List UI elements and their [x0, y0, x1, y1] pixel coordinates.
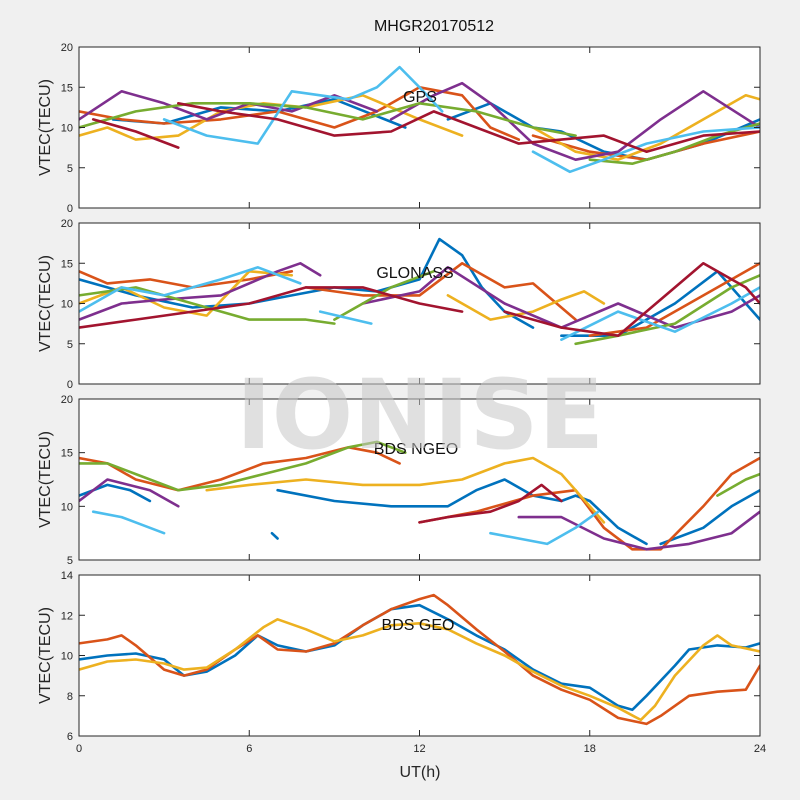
series-line-3: [79, 269, 294, 289]
series-line-2: [276, 478, 648, 546]
series-line-14: [318, 310, 373, 325]
series-line-7: [446, 290, 606, 321]
series-line-13: [91, 118, 180, 149]
x-tick-label: 12: [413, 743, 425, 755]
x-tick-label: 0: [76, 743, 82, 755]
series-line-9: [517, 510, 760, 551]
y-tick-label: 14: [61, 570, 73, 582]
series-line-16: [79, 286, 464, 329]
series-line-11: [162, 65, 444, 145]
series-line-9: [79, 102, 577, 137]
y-tick-label: 20: [61, 394, 73, 406]
series-line-4: [304, 261, 577, 321]
series-line-17: [503, 261, 760, 338]
y-axis-label: VTEC(TECU): [37, 255, 54, 352]
series-line-13: [489, 510, 600, 546]
figure-title: MHGR20170512: [374, 18, 494, 35]
series-line-10: [588, 122, 760, 165]
series-line-14: [418, 483, 563, 524]
axes-panel-1: 0 5 10 15 20 VTEC(TECU) GPS: [37, 42, 761, 215]
series-group: [79, 65, 760, 174]
x-tick-label: 18: [584, 743, 596, 755]
x-tick-label: 24: [754, 743, 766, 755]
series-annotation: BDS NGEO: [374, 441, 458, 458]
x-tick-label: 6: [246, 743, 252, 755]
series-line-15: [560, 286, 760, 342]
watermark: IONISE: [236, 359, 604, 471]
y-tick-label: 20: [61, 42, 73, 54]
y-tick-label: 5: [67, 163, 73, 175]
plot-area: [79, 575, 760, 736]
series-line-12: [91, 510, 166, 535]
y-tick-label: 10: [61, 299, 73, 311]
series-line-3: [79, 617, 760, 722]
axes-panel-2: 0 5 10 15 20 VTEC(TECU) GLONASS: [37, 218, 761, 391]
series-group: [79, 593, 760, 726]
series-line-15: [645, 130, 760, 153]
series-line-8: [79, 478, 180, 508]
y-tick-label: 15: [61, 448, 73, 460]
series-line-7: [205, 456, 606, 524]
y-tick-label: 5: [67, 339, 73, 351]
series-line-3: [659, 488, 760, 546]
y-tick-label: 10: [61, 123, 73, 135]
series-line-13: [79, 265, 302, 313]
plot-area: [79, 399, 760, 560]
y-tick-label: 10: [61, 651, 73, 663]
y-tick-label: 12: [61, 610, 73, 622]
series-line-4: [270, 531, 279, 540]
series-line-12: [531, 126, 760, 174]
x-axis-label: UT(h): [400, 764, 441, 781]
series-line-14: [177, 102, 648, 153]
series-line-8: [79, 261, 322, 321]
axes-panel-3: 5 10 15 20 VTEC(TECU) BDS NGEO: [37, 394, 761, 567]
series-group: [79, 440, 760, 551]
series-line-11: [716, 472, 760, 497]
series-line-5: [588, 261, 760, 338]
series-line-2: [79, 593, 760, 726]
series-line-6: [418, 456, 760, 551]
series-line-3: [79, 86, 521, 141]
y-axis-label: VTEC(TECU): [37, 607, 54, 704]
y-tick-label: 15: [61, 82, 73, 94]
y-tick-label: 15: [61, 258, 73, 270]
y-axis-label: VTEC(TECU): [37, 79, 54, 176]
y-tick-label: 20: [61, 218, 73, 230]
plot-area: [79, 47, 760, 208]
y-tick-label: 6: [67, 731, 73, 743]
y-tick-label: 5: [67, 555, 73, 567]
y-tick-label: 0: [67, 379, 73, 391]
series-group: [79, 237, 760, 346]
y-axis-label: VTEC(TECU): [37, 431, 54, 528]
series-line-11: [333, 269, 436, 321]
series-annotation: GPS: [403, 89, 437, 106]
y-tick-label: 10: [61, 501, 73, 513]
y-tick-label: 0: [67, 203, 73, 215]
series-line-8: [389, 81, 760, 161]
series-line-10: [79, 440, 407, 492]
series-annotation: BDS GEO: [382, 617, 455, 634]
series-line-5: [79, 445, 401, 492]
y-tick-label: 8: [67, 691, 73, 703]
series-line-6: [531, 94, 760, 161]
series-annotation: GLONASS: [376, 265, 453, 282]
